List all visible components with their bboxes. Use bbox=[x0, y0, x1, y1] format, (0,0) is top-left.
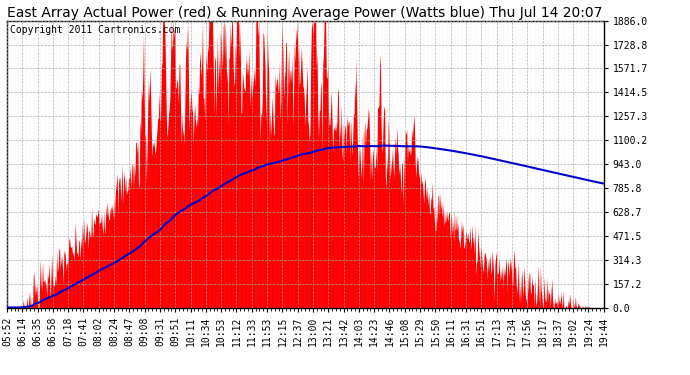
Text: East Array Actual Power (red) & Running Average Power (Watts blue) Thu Jul 14 20: East Array Actual Power (red) & Running … bbox=[7, 6, 602, 20]
Text: Copyright 2011 Cartronics.com: Copyright 2011 Cartronics.com bbox=[10, 25, 180, 35]
